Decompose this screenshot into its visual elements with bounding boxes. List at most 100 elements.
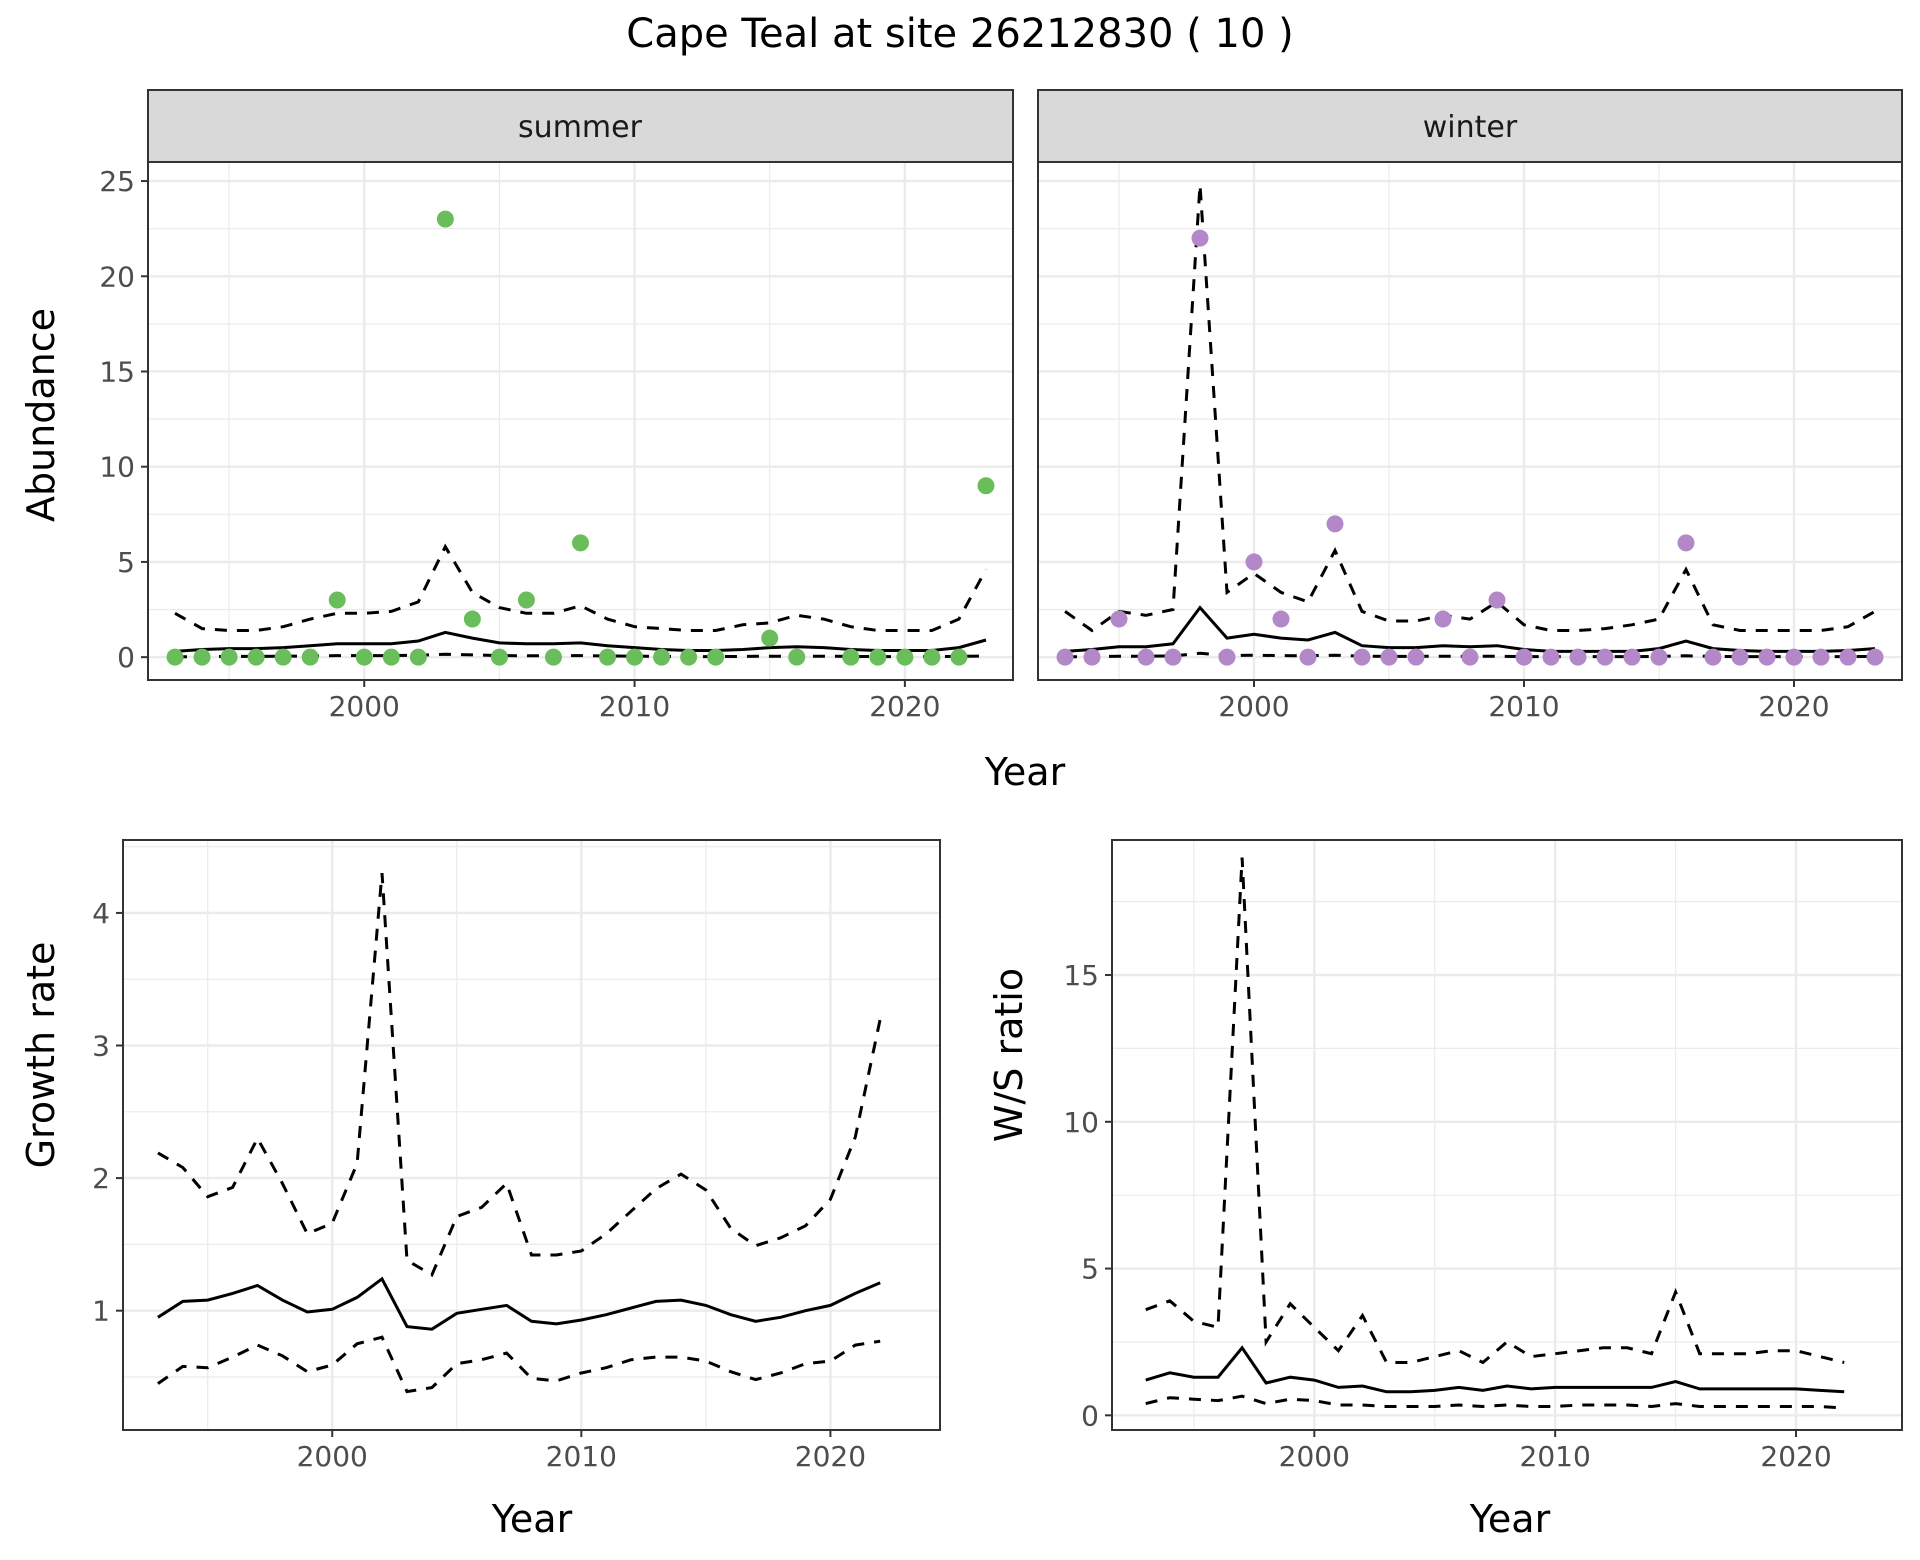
- x-tick-label: 2010: [1488, 690, 1559, 723]
- x-tick-label: 2000: [1218, 690, 1289, 723]
- ratio-x-title: Year: [1469, 1497, 1551, 1541]
- data-point: [572, 534, 589, 552]
- data-point: [1434, 610, 1452, 628]
- ratio-y-title: W/S ratio: [987, 968, 1031, 1142]
- panel-border: [1111, 839, 1903, 1431]
- x-tick-label: 2010: [1520, 1440, 1591, 1473]
- data-point: [544, 648, 562, 666]
- data-point: [626, 648, 644, 666]
- data-point: [247, 648, 265, 666]
- data-point: [328, 591, 346, 609]
- x-tick-label: 2020: [869, 690, 940, 723]
- figure-title: Cape Teal at site 26212830 ( 10 ): [626, 11, 1293, 57]
- data-point: [490, 648, 508, 666]
- mean-line: [157, 1276, 881, 1331]
- data-point: [896, 648, 914, 666]
- panel-background: [148, 162, 1013, 680]
- abundance-summer-plot: 2000 2010 2020 0 5 10 15 20 25: [99, 161, 1014, 723]
- strip-winter-label: winter: [1423, 110, 1518, 145]
- x-tick-label: 2000: [329, 690, 400, 723]
- data-point: [1137, 648, 1155, 666]
- x-tick-label: 2000: [297, 1440, 368, 1473]
- data-point: [1569, 648, 1587, 666]
- data-point: [1866, 648, 1884, 666]
- data-point: [1110, 610, 1128, 628]
- x-tick-label: 2000: [1279, 1440, 1350, 1473]
- panel-background: [1112, 840, 1902, 1430]
- data-point: [707, 648, 725, 666]
- data-point: [1461, 648, 1479, 666]
- data-point: [1164, 648, 1182, 666]
- upper-bound-line: [174, 543, 988, 632]
- y-tick-label: 5: [1081, 1253, 1099, 1286]
- data-point: [1272, 610, 1290, 628]
- data-point: [842, 648, 860, 666]
- data-point: [761, 629, 779, 647]
- upper-bound-line: [1064, 184, 1876, 633]
- data-point: [1380, 648, 1398, 666]
- data-point: [301, 648, 319, 666]
- data-point: [1704, 648, 1722, 666]
- data-point: [680, 648, 698, 666]
- ratio-chart: 2000 2010 2020 0 5 10 15 W/S ratio Year: [987, 839, 1903, 1541]
- x-tick-label: 2020: [795, 1440, 866, 1473]
- strip-winter-background: [1037, 89, 1903, 163]
- strip-summer-background: [147, 89, 1014, 163]
- data-point: [1650, 648, 1668, 666]
- data-point: [355, 648, 373, 666]
- panel-background: [1038, 162, 1902, 680]
- data-point: [274, 648, 292, 666]
- abundance-winter-plot: 2000 2010 2020: [1037, 161, 1903, 723]
- panel-marks: [1056, 184, 1884, 666]
- y-tick-label: 0: [117, 641, 135, 674]
- mean-line: [1145, 1345, 1845, 1394]
- data-point: [788, 648, 806, 666]
- data-point: [1623, 648, 1641, 666]
- panel-border: [1037, 161, 1903, 681]
- data-point: [1245, 553, 1263, 571]
- ratio-plot: 2000 2010 2020 0 5 10 15: [1063, 839, 1903, 1473]
- y-tick-label: 5: [117, 546, 135, 579]
- data-point: [1407, 648, 1425, 666]
- y-tick-label: 0: [1081, 1399, 1099, 1432]
- x-tick-label: 2010: [599, 690, 670, 723]
- lower-bound-line: [1145, 1394, 1845, 1410]
- data-point: [1353, 648, 1371, 666]
- data-point: [1488, 591, 1506, 609]
- data-point: [193, 648, 211, 666]
- data-point: [923, 648, 941, 666]
- abundance-y-title: Abundance: [19, 308, 63, 522]
- y-tick-label: 4: [92, 897, 110, 930]
- data-point: [1731, 648, 1749, 666]
- data-point: [1326, 515, 1344, 533]
- data-point: [950, 648, 968, 666]
- panel-marks: [1145, 857, 1845, 1410]
- panel-border: [122, 839, 941, 1431]
- y-tick-label: 20: [99, 260, 135, 293]
- data-point: [599, 648, 617, 666]
- data-point: [1218, 648, 1236, 666]
- data-point: [220, 648, 238, 666]
- abundance-panel-winter: winter 2000 2010 2020: [1037, 89, 1903, 723]
- abundance-x-title: Year: [984, 750, 1066, 794]
- lower-bound-line: [157, 1335, 881, 1394]
- data-point: [1596, 648, 1614, 666]
- upper-bound-line: [157, 872, 882, 1278]
- data-point: [1056, 648, 1074, 666]
- data-point: [653, 648, 671, 666]
- data-point: [1515, 648, 1533, 666]
- y-tick-label: 1: [92, 1295, 110, 1328]
- abundance-chart: summer 2000 2010 2020 0 5 10 15 20 25 winter 200…: [19, 89, 1903, 794]
- panel-marks: [157, 872, 882, 1394]
- growth-plot: 2000 2010 2020 1 2 3 4: [92, 839, 941, 1473]
- abundance-panel-summer: summer 2000 2010 2020 0 5 10 15 20 25: [99, 89, 1014, 723]
- y-tick-label: 10: [1063, 1106, 1099, 1139]
- y-tick-label: 15: [1063, 959, 1099, 992]
- data-point: [1812, 648, 1830, 666]
- data-point: [1191, 229, 1209, 247]
- strip-summer-label: summer: [518, 110, 643, 145]
- data-point: [409, 648, 427, 666]
- upper-bound-line: [1145, 857, 1845, 1365]
- data-point: [463, 610, 481, 628]
